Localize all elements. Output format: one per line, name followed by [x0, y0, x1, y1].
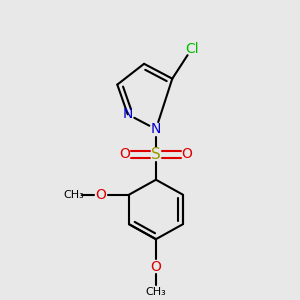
Text: Cl: Cl — [185, 42, 198, 56]
Text: S: S — [151, 147, 161, 162]
Text: CH₃: CH₃ — [146, 287, 166, 297]
Text: CH₃: CH₃ — [64, 190, 85, 200]
Text: N: N — [151, 122, 161, 136]
Text: N: N — [122, 107, 133, 121]
Text: O: O — [95, 188, 106, 202]
Text: O: O — [119, 148, 130, 161]
Text: O: O — [182, 148, 193, 161]
Text: O: O — [151, 260, 161, 274]
